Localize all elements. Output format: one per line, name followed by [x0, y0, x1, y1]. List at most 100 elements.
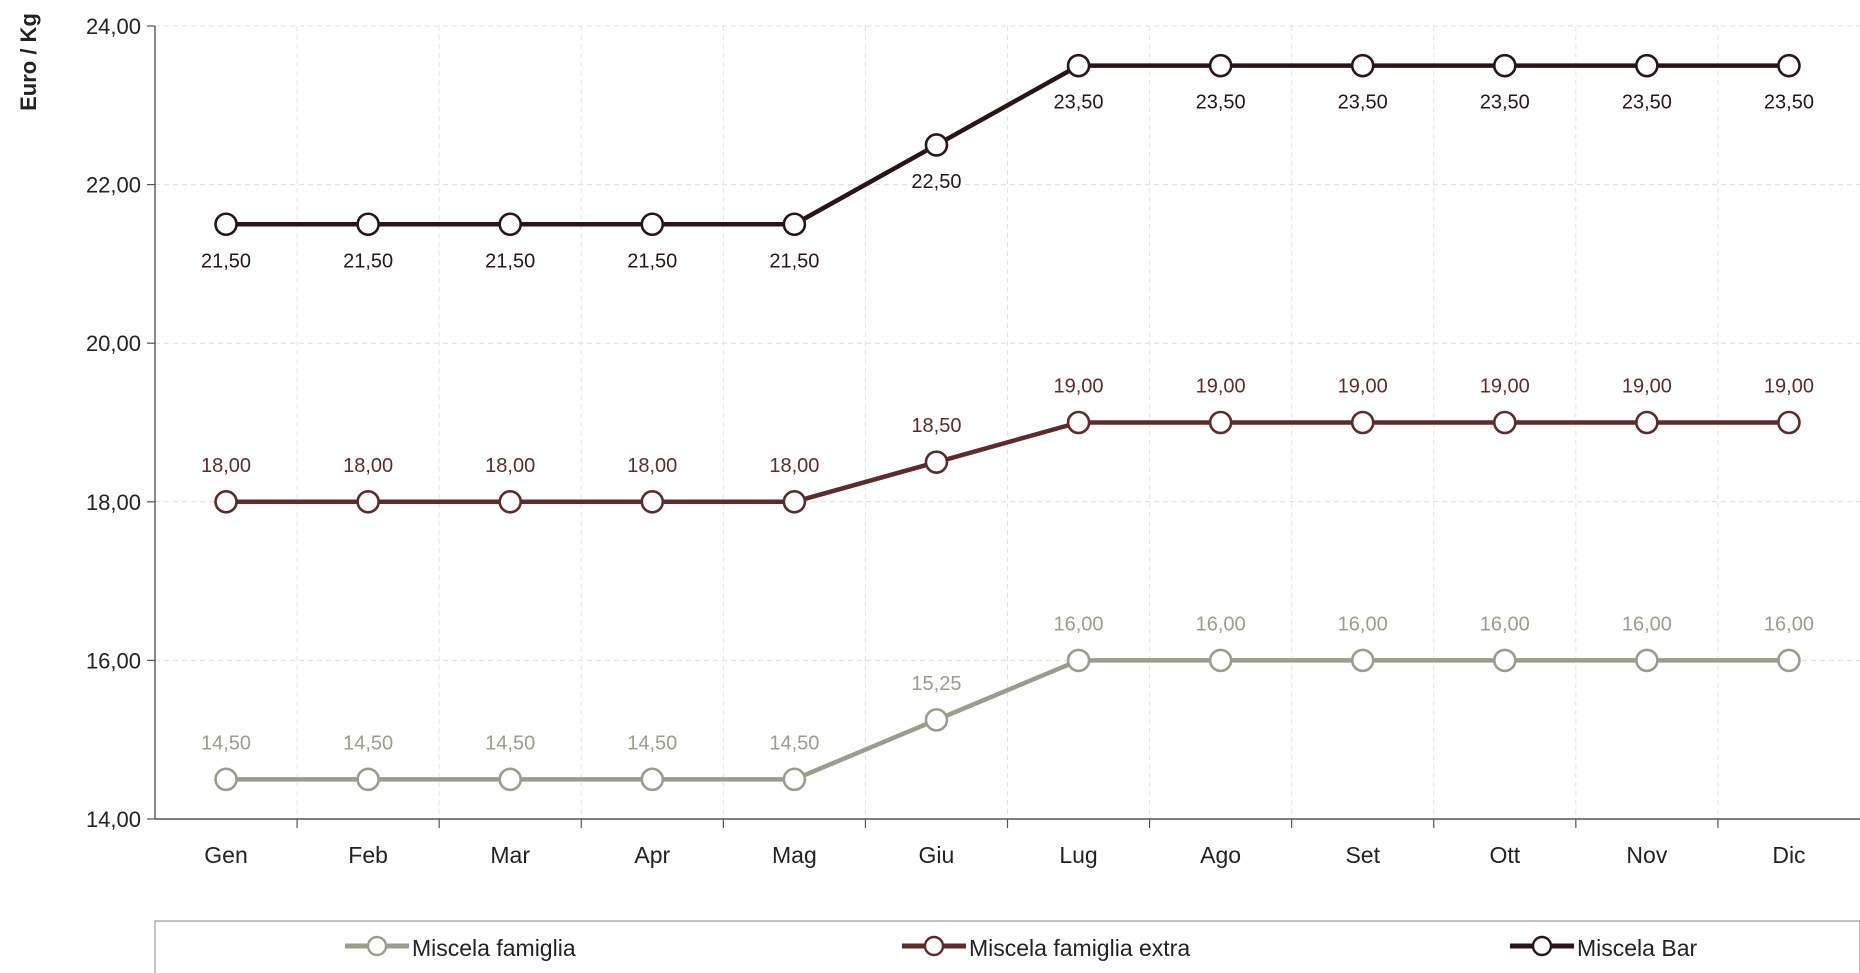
data-label: 23,50	[1622, 92, 1672, 114]
y-tick-label: 16,00	[86, 648, 141, 673]
data-point	[1350, 53, 1375, 78]
x-tick-label: Apr	[634, 842, 670, 868]
data-point	[782, 767, 807, 792]
data-label: 18,00	[343, 455, 393, 477]
data-point	[356, 212, 380, 237]
series-line	[226, 658, 1789, 782]
x-axis-ticks: Gen Feb Mar Apr Mag Giu Lug Ago Set Ott Nov Dic	[204, 819, 1806, 868]
data-point	[1635, 410, 1659, 435]
data-point	[1066, 410, 1091, 435]
data-label: 19,00	[1622, 376, 1672, 398]
legend-item: Miscela famiglia	[345, 935, 576, 961]
x-tick-label: Ago	[1200, 842, 1241, 868]
y-tick-label: 24,00	[86, 14, 141, 39]
legend-box	[154, 920, 1860, 973]
data-point	[782, 212, 807, 237]
data-point	[356, 489, 380, 514]
data-point	[924, 133, 949, 157]
data-label: 16,00	[1054, 613, 1104, 635]
legend-item: Miscela Bar	[1510, 935, 1697, 961]
x-tick-label: Mag	[772, 842, 817, 868]
data-label: 18,00	[627, 455, 677, 477]
data-label: 18,50	[911, 415, 961, 437]
data-label: 18,00	[201, 455, 251, 477]
data-point	[1066, 53, 1091, 78]
data-label: 21,50	[201, 250, 251, 272]
data-point	[924, 708, 949, 732]
data-point	[1208, 410, 1233, 435]
legend: Miscela famiglia Miscela famiglia extra Mi…	[154, 920, 1860, 973]
data-label: 21,50	[343, 250, 393, 272]
x-tick-label: Feb	[348, 842, 388, 868]
data-point	[1492, 410, 1517, 435]
series-2: 18,00 18,00 18,00 18,00 18,00 18,50 19,00 19,00…	[201, 376, 1814, 514]
data-label: 23,50	[1764, 92, 1814, 114]
y-tick-label: 18,00	[86, 490, 141, 515]
data-label: 19,00	[1764, 376, 1814, 398]
data-label: 21,50	[627, 250, 677, 272]
data-point	[1350, 410, 1375, 435]
data-label: 14,50	[627, 732, 677, 754]
x-tick-label: Nov	[1626, 842, 1667, 868]
data-point	[640, 767, 665, 792]
data-point	[1777, 53, 1801, 78]
data-label: 16,00	[1480, 613, 1530, 635]
data-point	[1777, 648, 1801, 673]
data-point	[498, 489, 523, 514]
data-label: 23,50	[1480, 92, 1530, 114]
data-point	[1635, 53, 1659, 78]
x-tick-label: Set	[1345, 842, 1380, 868]
y-axis-label: Euro / Kg	[16, 13, 41, 111]
data-label: 23,50	[1196, 92, 1246, 114]
data-point	[1208, 53, 1233, 78]
data-label: 22,50	[911, 171, 961, 193]
data-label: 19,00	[1480, 376, 1530, 398]
data-label: 14,50	[769, 732, 819, 754]
data-point	[640, 489, 665, 514]
data-point	[640, 212, 665, 237]
data-label: 23,50	[1054, 92, 1104, 114]
data-point	[1635, 648, 1659, 673]
x-tick-label: Giu	[919, 842, 955, 868]
x-tick-label: Mar	[490, 842, 530, 868]
y-tick-label: 20,00	[86, 331, 141, 356]
legend-label: Miscela Bar	[1577, 935, 1697, 961]
data-label: 16,00	[1196, 613, 1246, 635]
x-tick-label: Lug	[1059, 842, 1097, 868]
legend-marker	[923, 935, 945, 957]
data-point	[782, 489, 807, 514]
legend-marker	[1531, 935, 1553, 957]
data-label: 16,00	[1764, 613, 1814, 635]
data-point	[214, 212, 238, 237]
series-3: 21,50 21,50 21,50 21,50 21,50 22,50 23,50 23,50…	[201, 53, 1814, 272]
data-label: 14,50	[343, 732, 393, 754]
data-label: 14,50	[201, 732, 251, 754]
series-1: 14,50 14,50 14,50 14,50 14,50 15,25 16,00 16,00…	[201, 613, 1814, 792]
x-tick-label: Dic	[1772, 842, 1805, 868]
data-label: 16,00	[1338, 613, 1388, 635]
data-point	[924, 450, 949, 474]
data-label: 19,00	[1054, 376, 1104, 398]
data-label: 18,00	[769, 455, 819, 477]
data-point	[1492, 648, 1517, 673]
data-point	[1350, 648, 1375, 673]
data-point	[1066, 648, 1091, 673]
data-point	[1208, 648, 1233, 673]
series-line	[226, 63, 1789, 227]
data-point	[498, 767, 523, 792]
y-axis-ticks: 14,00 16,00 18,00 20,00 22,00 24,00	[86, 14, 155, 832]
legend-item: Miscela famiglia extra	[902, 935, 1190, 961]
data-label: 15,25	[911, 673, 961, 695]
data-point	[1492, 53, 1517, 78]
data-point	[214, 767, 238, 792]
data-point	[356, 767, 380, 792]
data-label: 21,50	[485, 250, 535, 272]
data-point	[498, 212, 523, 237]
x-tick-label: Gen	[204, 842, 247, 868]
data-label: 18,00	[485, 455, 535, 477]
data-label: 16,00	[1622, 613, 1672, 635]
data-point	[1777, 410, 1801, 435]
legend-label: Miscela famiglia	[412, 935, 576, 961]
legend-label: Miscela famiglia extra	[969, 935, 1190, 961]
